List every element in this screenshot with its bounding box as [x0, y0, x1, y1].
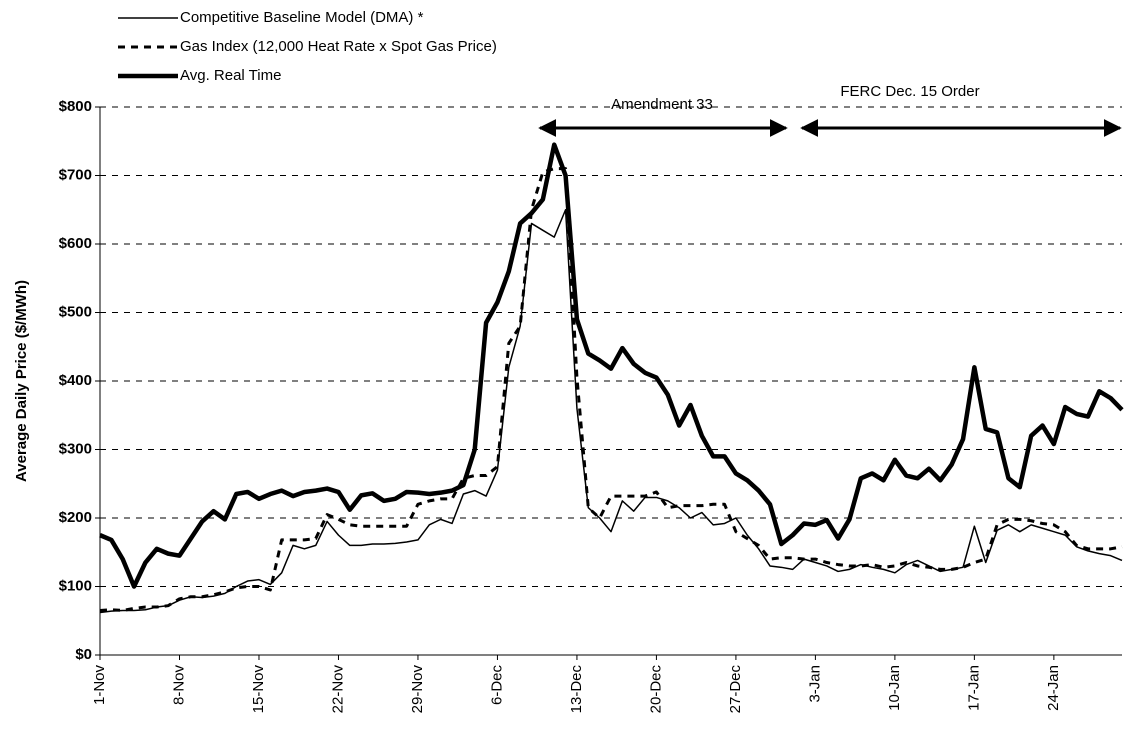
- x-tick-label: 15-Nov: [250, 665, 267, 714]
- x-tick-label: 29-Nov: [409, 665, 426, 714]
- y-tick-label: $800: [59, 98, 92, 115]
- legend-label: Avg. Real Time: [180, 67, 281, 84]
- y-axis-label: Average Daily Price ($/MWh): [13, 280, 30, 482]
- x-tick-label: 27-Dec: [727, 665, 744, 714]
- x-tick-label: 20-Dec: [647, 665, 664, 714]
- x-tick-label: 22-Nov: [329, 665, 346, 714]
- y-tick-label: $700: [59, 166, 92, 183]
- x-tick-label: 24-Jan: [1045, 665, 1062, 711]
- x-tick-label: 6-Dec: [488, 665, 505, 706]
- legend-label: Gas Index (12,000 Heat Rate x Spot Gas P…: [180, 38, 497, 55]
- series-line: [99, 167, 1123, 612]
- y-tick-label: $100: [59, 577, 92, 594]
- y-tick-label: $600: [59, 235, 92, 252]
- x-tick-label: 1-Nov: [91, 665, 108, 706]
- y-tick-label: $400: [59, 372, 92, 389]
- y-tick-label: $200: [59, 509, 92, 526]
- x-tick-label: 10-Jan: [886, 665, 903, 711]
- legend-label: Competitive Baseline Model (DMA) *: [180, 9, 424, 26]
- annotation: FERC Dec. 15 Order: [840, 83, 979, 100]
- series-line: [99, 142, 1124, 589]
- y-tick-label: $500: [59, 303, 92, 320]
- y-tick-label: $300: [59, 440, 92, 457]
- annotation: Amendment 33: [611, 96, 713, 113]
- y-tick-label: $0: [75, 646, 92, 663]
- x-tick-label: 17-Jan: [965, 665, 982, 711]
- x-tick-label: 13-Dec: [568, 665, 585, 714]
- x-tick-label: 8-Nov: [170, 665, 187, 706]
- x-tick-label: 3-Jan: [806, 665, 823, 703]
